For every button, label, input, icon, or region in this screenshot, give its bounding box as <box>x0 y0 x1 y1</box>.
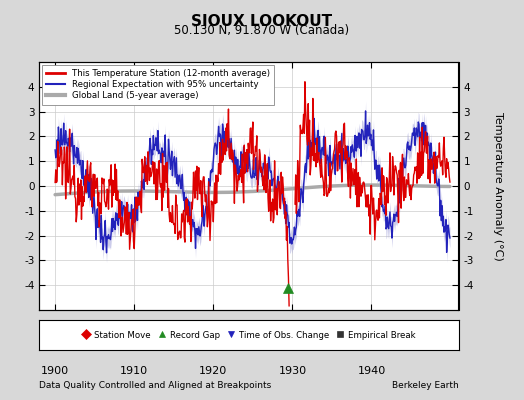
Text: 50.130 N, 91.870 W (Canada): 50.130 N, 91.870 W (Canada) <box>174 24 350 37</box>
Text: 1930: 1930 <box>278 366 307 376</box>
Legend: Station Move, Record Gap, Time of Obs. Change, Empirical Break: Station Move, Record Gap, Time of Obs. C… <box>80 328 418 342</box>
Text: 1940: 1940 <box>357 366 386 376</box>
Text: Data Quality Controlled and Aligned at Breakpoints: Data Quality Controlled and Aligned at B… <box>39 381 271 390</box>
Text: 1910: 1910 <box>120 366 148 376</box>
Text: Berkeley Earth: Berkeley Earth <box>392 381 458 390</box>
Text: 1920: 1920 <box>199 366 227 376</box>
Text: 1900: 1900 <box>41 366 69 376</box>
Y-axis label: Temperature Anomaly (°C): Temperature Anomaly (°C) <box>493 112 503 260</box>
Legend: This Temperature Station (12-month average), Regional Expectation with 95% uncer: This Temperature Station (12-month avera… <box>42 64 275 104</box>
Text: SIOUX LOOKOUT: SIOUX LOOKOUT <box>191 14 333 29</box>
